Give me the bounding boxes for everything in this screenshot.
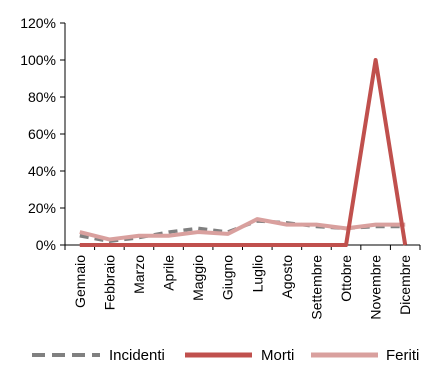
legend: Incidenti Morti Feriti — [32, 347, 419, 364]
y-tick-label: 80% — [28, 89, 56, 105]
x-tick-label: Ottobre — [338, 255, 354, 302]
x-tick-label: Luglio — [249, 255, 265, 293]
series-line-morti — [79, 58, 408, 247]
x-tick-label: Maggio — [190, 255, 206, 301]
series-lines — [79, 58, 408, 247]
x-tick-label: Settembre — [308, 255, 324, 320]
series-line-feriti — [79, 217, 406, 242]
legend-label: Morti — [261, 347, 294, 364]
y-tick-label: 60% — [28, 126, 56, 142]
y-tick-label: 0% — [36, 237, 56, 253]
legend-label: Incidenti — [109, 347, 165, 364]
x-tick-label: Novembre — [368, 255, 384, 320]
axes: 0% 20% 40% 60% 80% 100% 120% Gennaio Febbraio Mar… — [20, 15, 421, 320]
x-tick-label: Agosto — [279, 255, 295, 299]
x-tick-label: Gennaio — [72, 255, 88, 308]
x-tick-label: Febbraio — [101, 255, 117, 310]
x-tick-label: Giugno — [220, 255, 236, 300]
legend-item-feriti: Feriti — [311, 347, 419, 364]
legend-item-morti: Morti — [185, 347, 294, 364]
y-tick-label: 120% — [20, 15, 56, 31]
legend-item-incidenti: Incidenti — [32, 347, 165, 364]
legend-label: Feriti — [386, 347, 419, 364]
x-tick-label: Aprile — [161, 255, 177, 291]
y-tick-label: 20% — [28, 200, 56, 216]
x-tick-label: Dicembre — [397, 255, 413, 315]
x-tick-label: Marzo — [131, 255, 147, 294]
y-tick-label: 40% — [28, 163, 56, 179]
y-tick-label: 100% — [20, 52, 56, 68]
